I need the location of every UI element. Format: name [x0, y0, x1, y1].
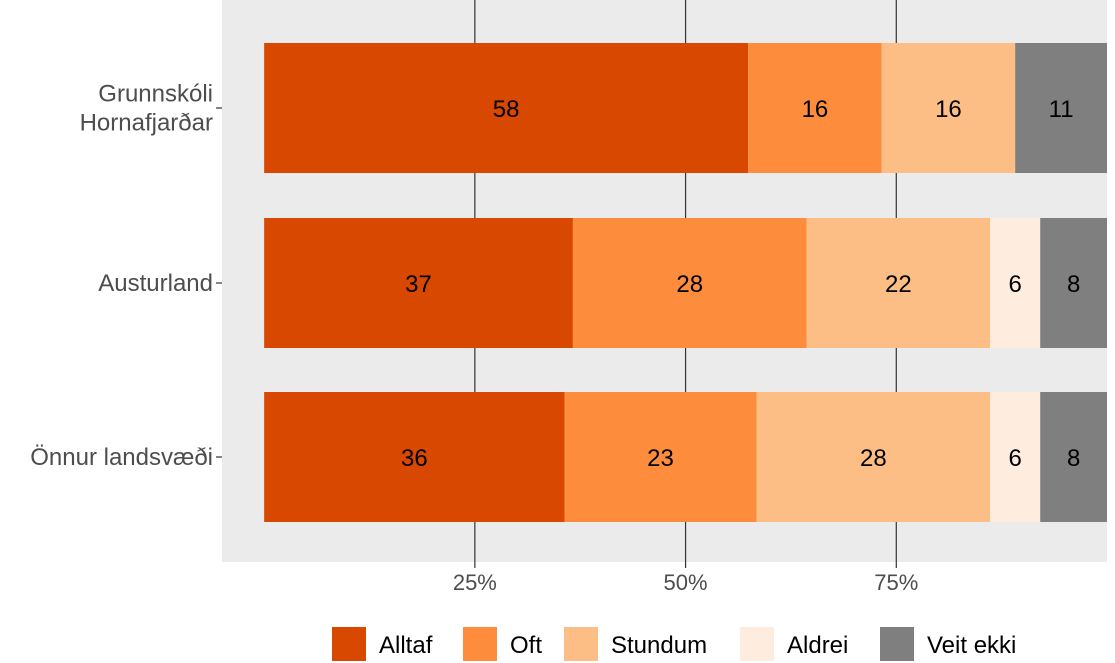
data-label: 6: [1009, 445, 1022, 472]
legend-label: Stundum: [611, 632, 707, 659]
bar-segment: [264, 43, 749, 173]
x-tick-label: 25%: [453, 570, 497, 595]
legend-key: [740, 627, 774, 661]
segment-labels: 58 16 16 11 37 28 22 6 8 36 23 28 6 8: [401, 96, 1080, 472]
bar-segment: [1015, 43, 1107, 173]
bar-segment: [806, 218, 991, 348]
data-label: 22: [885, 271, 912, 298]
data-label: 23: [647, 445, 674, 472]
legend-key: [564, 627, 598, 661]
bar-segment: [572, 218, 807, 348]
y-tick-label: Önnur landsvæði: [30, 444, 213, 471]
data-label: 36: [401, 445, 428, 472]
bar-segment: [564, 392, 757, 522]
legend-label: Aldrei: [787, 632, 848, 659]
y-axis: Grunnskóli Hornafjarðar Austurland Önnur la…: [30, 81, 222, 471]
bar-segment: [264, 218, 573, 348]
bar-segment: [1040, 392, 1107, 522]
legend-label: Veit ekki: [927, 632, 1016, 659]
data-label: 11: [1049, 96, 1074, 123]
bars: [264, 43, 1107, 522]
y-tick-label: Austurland: [98, 270, 213, 297]
legend-label: Alltaf: [379, 632, 433, 659]
x-tick-label: 75%: [874, 570, 918, 595]
legend-label: Oft: [510, 632, 542, 659]
data-label: 28: [676, 271, 703, 298]
data-label: 58: [493, 96, 520, 123]
data-label: 28: [860, 445, 887, 472]
bar-segment: [1040, 218, 1107, 348]
legend-key: [332, 627, 366, 661]
bar-segment: [881, 43, 1016, 173]
y-tick-label: Grunnskóli Hornafjarðar: [80, 81, 213, 137]
data-label: 37: [405, 271, 432, 298]
legend: Alltaf Oft Stundum Aldrei Veit ekki: [332, 627, 1016, 661]
legend-key: [463, 627, 497, 661]
legend-key: [880, 627, 914, 661]
x-tick-label: 50%: [664, 570, 708, 595]
bar-segment: [990, 392, 1041, 522]
data-label: 6: [1009, 271, 1022, 298]
bar-segment: [748, 43, 882, 173]
x-axis: 25% 50% 75%: [453, 562, 918, 595]
bar-segment: [756, 392, 991, 522]
data-label: 16: [935, 96, 962, 123]
data-label: 16: [802, 96, 829, 123]
data-label: 8: [1067, 271, 1080, 298]
bar-segment: [990, 218, 1041, 348]
data-label: 8: [1067, 445, 1080, 472]
bar-segment: [264, 392, 565, 522]
